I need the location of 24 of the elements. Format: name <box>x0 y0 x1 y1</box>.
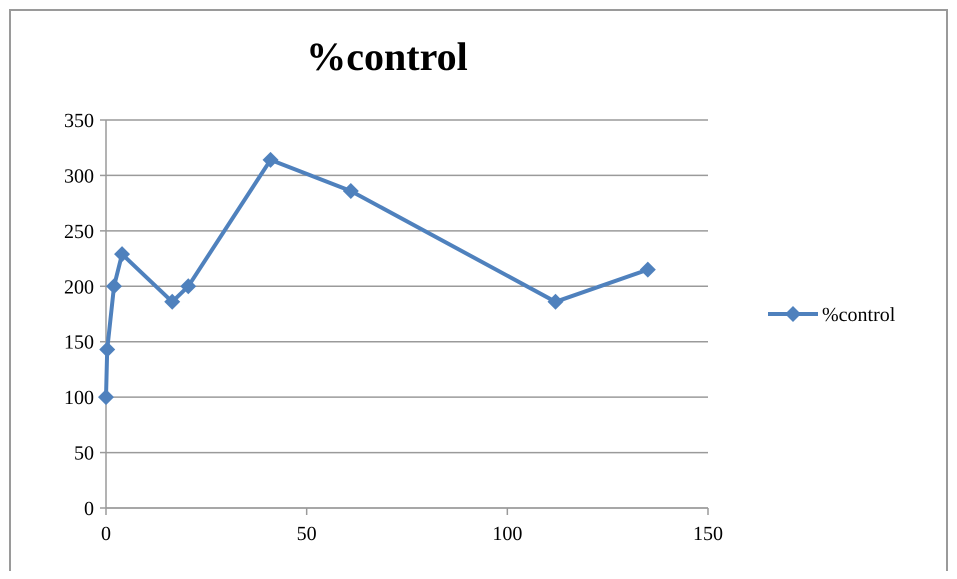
x-tick-label: 150 <box>693 523 723 545</box>
point <box>547 294 564 310</box>
x-tick-label: 0 <box>101 523 111 545</box>
y-tick-label: 100 <box>64 387 94 410</box>
point <box>99 341 116 358</box>
x-tick-label: 50 <box>296 523 317 545</box>
point <box>106 278 122 294</box>
y-tick-label: 0 <box>84 498 94 520</box>
y-tick-label: 350 <box>64 110 94 132</box>
point <box>640 262 656 278</box>
point <box>164 294 180 310</box>
point <box>114 246 130 262</box>
legend-label: %control <box>822 304 896 326</box>
y-tick-label: 50 <box>74 442 94 465</box>
x-tick-label: 100 <box>492 523 522 545</box>
point <box>180 278 196 294</box>
point <box>342 182 359 199</box>
chart-title: %control <box>306 34 468 79</box>
y-tick-label: 150 <box>64 332 94 354</box>
y-tick-label: 250 <box>64 220 94 243</box>
y-tick-label: 200 <box>64 276 94 298</box>
point <box>262 152 279 168</box>
point <box>98 389 114 406</box>
y-tick-label: 300 <box>64 165 94 188</box>
